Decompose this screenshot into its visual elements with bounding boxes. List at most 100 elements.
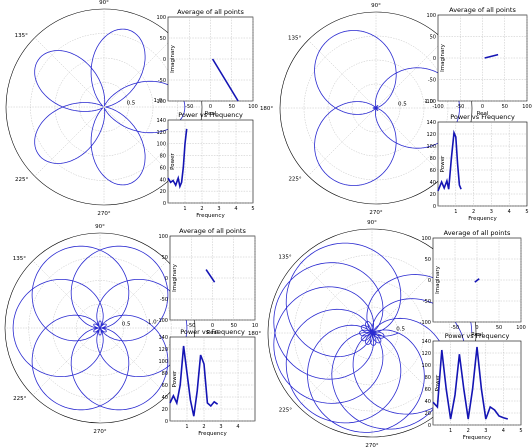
scatter-ytick: -100 bbox=[425, 99, 436, 105]
polar-grid-ring bbox=[76, 304, 124, 352]
scatter-xtick: 0 bbox=[209, 104, 212, 110]
power-axes: Power vs Frequency 140 120 100 80 60 40 20 0 1 2 3 4… bbox=[158, 328, 256, 437]
scatter-ytick: -100 bbox=[420, 320, 431, 326]
power-xtick: 1 bbox=[185, 424, 188, 430]
scatter-ytick: 50 bbox=[430, 35, 436, 41]
panel-bottom-right: 90° 135° 180° 225° 270° 0.5 Average of all poi… bbox=[248, 220, 526, 447]
power-xtick: 2 bbox=[472, 209, 475, 215]
power-ylabel: Power bbox=[170, 152, 176, 169]
polar-grid-ring bbox=[52, 280, 148, 376]
power-ytick: 120 bbox=[426, 132, 436, 138]
power-xtick: 5 bbox=[525, 209, 528, 215]
polar-angle-label: 225° bbox=[15, 177, 28, 183]
polar-grid-ring bbox=[303, 35, 449, 181]
power-ytick: 120 bbox=[158, 347, 168, 353]
power-series-line bbox=[169, 345, 219, 417]
scatter-ylabel: Imaginary bbox=[440, 43, 446, 71]
polar-curve bbox=[273, 242, 473, 433]
power-ytick: 60 bbox=[430, 168, 436, 174]
polar-angle-label: 225° bbox=[288, 177, 301, 183]
polar-radial-label: 1.0 bbox=[424, 99, 433, 105]
power-ytick: 120 bbox=[156, 130, 166, 136]
polar-angle-label: 90° bbox=[99, 0, 109, 6]
polar-angle-label: 270° bbox=[365, 443, 378, 447]
scatter-title: Average of all points bbox=[177, 8, 244, 16]
polar-grid-spoke bbox=[298, 259, 373, 334]
power-ytick: 60 bbox=[160, 165, 166, 171]
polar-curve bbox=[12, 245, 188, 411]
scatter-ytick: 100 bbox=[158, 234, 168, 240]
polar-grid-ring bbox=[293, 254, 451, 412]
power-xtick: 3 bbox=[219, 424, 222, 430]
polar-radial-label: 0.5 bbox=[127, 101, 136, 107]
scatter-xlabel: Real bbox=[477, 111, 489, 117]
power-xtick: 3 bbox=[217, 206, 220, 212]
power-ytick: 100 bbox=[426, 144, 436, 150]
power-ytick: 0 bbox=[428, 423, 431, 429]
scatter-xtick: 50 bbox=[502, 104, 508, 110]
power-ytick: 40 bbox=[430, 180, 436, 186]
power-ytick: 20 bbox=[160, 189, 166, 195]
power-xtick: 4 bbox=[234, 206, 237, 212]
power-ytick: 140 bbox=[421, 339, 431, 345]
power-ytick: 80 bbox=[162, 371, 168, 377]
scatter-xtick: -50 bbox=[187, 323, 195, 329]
power-xlabel: Frequency bbox=[196, 213, 225, 219]
power-axes: Power vs Frequency 140 120 100 80 60 40 20 0 1 2 3 4… bbox=[156, 111, 254, 219]
power-ytick: 60 bbox=[425, 387, 431, 393]
scatter-title: Average of all points bbox=[444, 229, 511, 237]
scatter-axes: Average of all points 100 50 0 -50 -100 -50 0 50… bbox=[155, 8, 258, 117]
scatter-xtick: 0 bbox=[211, 323, 214, 329]
power-ytick: 80 bbox=[425, 375, 431, 381]
polar-plot: 90°135°180°225°270°0.51.0 bbox=[5, 0, 203, 217]
polar-grid-spoke bbox=[99, 260, 168, 329]
power-ylabel: Power bbox=[172, 370, 178, 387]
power-xtick: 5 bbox=[251, 206, 254, 212]
scatter-xtick: 0 bbox=[481, 104, 484, 110]
scatter-ytick: -100 bbox=[155, 99, 166, 105]
scatter-title: Average of all points bbox=[449, 6, 516, 14]
polar-grid-spoke bbox=[34, 37, 105, 108]
polar-grid-spoke bbox=[32, 260, 101, 329]
average-trace bbox=[211, 58, 239, 102]
scatter-ytick: 0 bbox=[433, 56, 436, 62]
polar-angle-label: 270° bbox=[97, 211, 110, 217]
power-ytick: 0 bbox=[433, 204, 436, 210]
polar-angle-label: 135° bbox=[15, 33, 28, 39]
scatter-xtick: 0 bbox=[475, 325, 478, 331]
power-xtick: 1 bbox=[454, 209, 457, 215]
power-ytick: 140 bbox=[426, 120, 436, 126]
power-xtick: 4 bbox=[502, 428, 505, 434]
power-axes: Power vs Frequency 140 120 100 80 60 40 20 0 1 2 3 4… bbox=[421, 332, 522, 441]
scatter-ytick: -100 bbox=[157, 318, 168, 324]
polar-angle-label: 135° bbox=[288, 35, 301, 41]
scatter-axes: Average of all points 100 50 0 -50 -100 -50 0 50… bbox=[157, 227, 259, 336]
scatter-ytick: 50 bbox=[162, 255, 168, 261]
power-ytick: 80 bbox=[430, 156, 436, 162]
power-xtick: 2 bbox=[200, 206, 203, 212]
power-ytick: 140 bbox=[156, 118, 166, 124]
power-xtick: 4 bbox=[236, 424, 239, 430]
polar-angle-label: 180° bbox=[248, 331, 261, 337]
scatter-ytick: 100 bbox=[156, 15, 166, 21]
scatter-xtick: 50 bbox=[231, 323, 237, 329]
power-ytick: 0 bbox=[165, 419, 168, 425]
power-xtick: 1 bbox=[449, 428, 452, 434]
scatter-xtick: 100 bbox=[248, 104, 258, 110]
power-title: Power vs Frequency bbox=[450, 113, 515, 121]
power-ytick: 40 bbox=[160, 177, 166, 183]
power-xtick: 1 bbox=[183, 206, 186, 212]
polar-angle-label: 270° bbox=[369, 210, 382, 216]
scatter-xlabel: Real bbox=[207, 330, 219, 336]
polar-angle-label: 90° bbox=[367, 220, 377, 226]
average-trace bbox=[205, 269, 216, 283]
average-trace bbox=[474, 278, 480, 283]
power-ytick: 80 bbox=[160, 154, 166, 160]
scatter-ytick: -50 bbox=[160, 297, 168, 303]
power-xtick: 2 bbox=[467, 428, 470, 434]
scatter-ytick: 0 bbox=[165, 276, 168, 282]
power-title: Power vs Frequency bbox=[180, 328, 245, 336]
power-ytick: 100 bbox=[158, 359, 168, 365]
polar-grid-spoke bbox=[99, 327, 168, 396]
scatter-ytick: -50 bbox=[428, 78, 436, 84]
